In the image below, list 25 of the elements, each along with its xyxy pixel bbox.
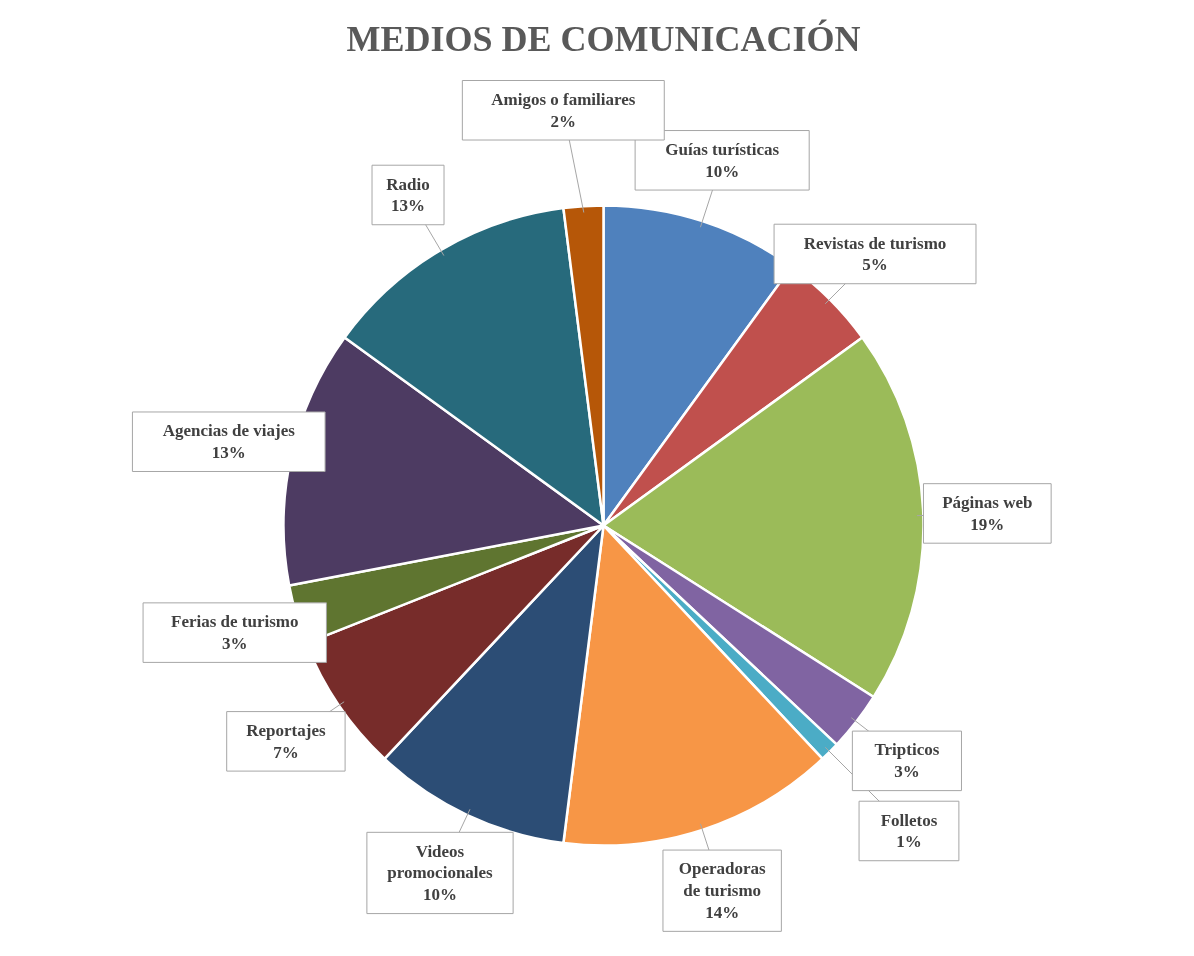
data-label: 5% bbox=[862, 255, 888, 275]
data-label: 19% bbox=[970, 514, 1005, 534]
slice-label: Reportajes bbox=[246, 720, 326, 740]
data-label: 7% bbox=[273, 742, 299, 762]
slice-label: Folletos bbox=[880, 810, 938, 830]
data-label: 3% bbox=[222, 634, 248, 654]
data-label: 2% bbox=[550, 111, 577, 131]
slice-label: Revistas de turismo bbox=[803, 233, 947, 253]
slice-label: Guías turísticas bbox=[665, 139, 780, 159]
slice-label: Agencias de viajes bbox=[162, 421, 296, 441]
chart-title: MEDIOS DE COMUNICACIÓN bbox=[346, 18, 861, 59]
data-label: 10% bbox=[705, 161, 740, 181]
data-label: 10% bbox=[423, 885, 457, 905]
slice-label: Tripticos bbox=[874, 740, 940, 760]
data-label: 13% bbox=[391, 196, 426, 216]
data-label: 3% bbox=[894, 762, 920, 782]
slice-label: Amigos o familiares bbox=[491, 89, 636, 109]
slice-label: Operadoras de turismo bbox=[678, 859, 766, 901]
slice-label: Páginas web bbox=[942, 493, 1033, 513]
slice-label: Radio bbox=[386, 174, 430, 194]
slice-label: Ferias de turismo bbox=[171, 612, 299, 632]
data-label: 1% bbox=[896, 832, 922, 852]
data-label: 13% bbox=[211, 443, 246, 463]
slice-label: Videos promocionales bbox=[387, 841, 494, 883]
data-label: 14% bbox=[705, 903, 740, 923]
